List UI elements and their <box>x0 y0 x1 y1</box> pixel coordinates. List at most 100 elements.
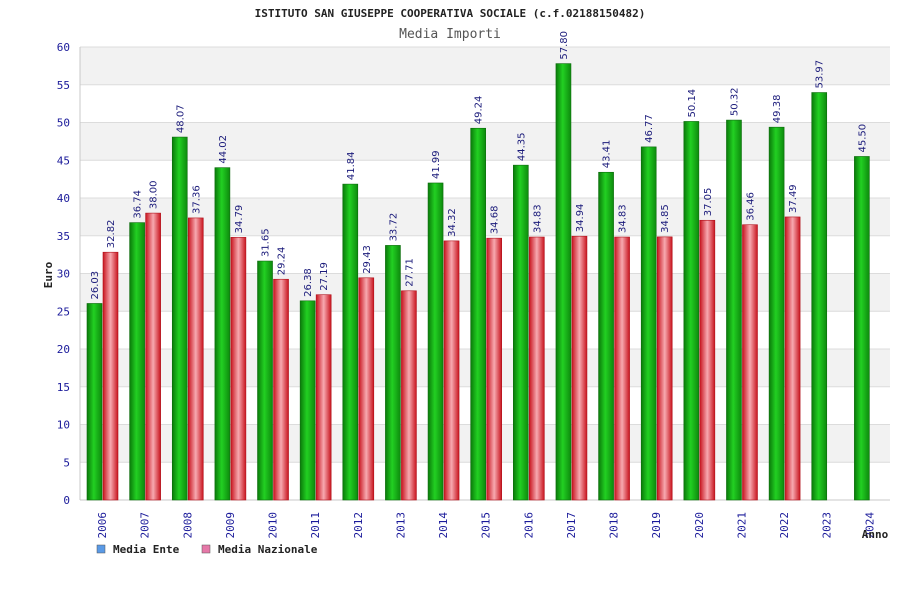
bar-media-nazionale <box>443 240 460 501</box>
y-tick-label: 35 <box>57 230 70 243</box>
bar-media-ente <box>854 156 870 501</box>
bar-media-ente <box>427 182 444 501</box>
data-label-media-ente: 46.77 <box>644 114 655 143</box>
x-axis-ticks: 2006 2007 2008 2009 2010 2011 2012 2013 2014 2015… <box>96 512 876 539</box>
x-tick-label: 2023 <box>821 512 834 539</box>
y-axis-label: Euro <box>42 261 55 288</box>
bar-media-ente <box>342 183 359 501</box>
data-label-media-nazionale: 34.83 <box>618 204 629 233</box>
x-tick-label: 2021 <box>735 512 748 539</box>
data-label-media-nazionale: 34.85 <box>660 204 671 233</box>
data-label-media-nazionale: 37.05 <box>703 188 714 217</box>
data-label-media-ente: 50.32 <box>729 87 740 116</box>
bar-media-nazionale <box>273 278 289 501</box>
x-tick-label: 2010 <box>267 512 280 539</box>
x-tick-label: 2020 <box>693 512 706 539</box>
legend-swatch <box>96 544 106 554</box>
y-tick-label: 15 <box>57 381 70 394</box>
data-label-media-ente: 49.24 <box>474 96 485 125</box>
legend-label: Media Nazionale <box>218 543 318 556</box>
data-label-media-ente: 53.97 <box>815 60 826 89</box>
x-tick-label: 2019 <box>650 512 663 539</box>
bar-media-ente <box>257 260 273 501</box>
bars: 26.03 32.82 36.74 38.00 48.07 37.36 44.02 34.79… <box>86 31 870 501</box>
x-tick-label: 2017 <box>565 512 578 539</box>
x-tick-label: 2013 <box>394 512 407 539</box>
bar-media-nazionale <box>401 290 417 501</box>
data-label-media-ente: 26.03 <box>90 271 101 300</box>
data-label-media-nazionale: 34.68 <box>490 206 501 235</box>
bar-media-ente <box>129 222 145 501</box>
chart-title: ISTITUTO SAN GIUSEPPE COOPERATIVA SOCIAL… <box>255 7 646 20</box>
y-tick-label: 60 <box>57 41 70 54</box>
data-label-media-nazionale: 27.71 <box>404 258 415 287</box>
bar-media-nazionale <box>230 237 247 501</box>
legend: Media Ente Media Nazionale <box>96 543 318 556</box>
bar-media-nazionale <box>315 294 332 501</box>
legend-label: Media Ente <box>113 543 180 556</box>
x-tick-label: 2024 <box>863 512 876 539</box>
bar-media-ente <box>299 300 316 501</box>
data-label-media-ente: 44.35 <box>516 133 527 162</box>
y-tick-label: 40 <box>57 192 70 205</box>
y-tick-label: 20 <box>57 343 70 356</box>
bar-media-nazionale <box>102 251 119 501</box>
x-axis-label: Anno <box>862 528 889 541</box>
y-tick-label: 25 <box>57 305 70 318</box>
data-label-media-ente: 45.50 <box>857 124 868 153</box>
y-tick-label: 10 <box>57 419 70 432</box>
data-label-media-ente: 26.38 <box>303 268 314 297</box>
data-label-media-nazionale: 37.49 <box>788 184 799 213</box>
x-tick-label: 2007 <box>139 512 152 539</box>
data-label-media-ente: 57.80 <box>559 31 570 60</box>
x-tick-label: 2012 <box>352 512 365 539</box>
data-label-media-ente: 31.65 <box>261 228 272 257</box>
bar-media-ente <box>598 171 614 501</box>
bar-media-ente <box>513 164 529 501</box>
bar-media-nazionale <box>486 237 502 501</box>
bar-media-nazionale <box>571 235 588 501</box>
data-label-media-ente: 49.38 <box>772 95 783 124</box>
y-tick-label: 45 <box>57 154 70 167</box>
grid-band <box>80 47 890 85</box>
data-label-media-nazionale: 34.79 <box>234 205 245 234</box>
chart-subtitle: Media Importi <box>399 27 501 42</box>
bar-media-nazionale <box>358 277 375 501</box>
y-axis-ticks: 0 5 10 15 20 25 30 35 40 45 50 55 60 <box>57 41 70 507</box>
bar-media-ente <box>640 146 657 501</box>
bar-media-nazionale <box>742 224 758 501</box>
bar-media-ente <box>214 167 231 501</box>
y-tick-label: 5 <box>63 456 70 469</box>
bar-media-ente <box>726 119 742 501</box>
bar-media-ente <box>86 303 103 501</box>
data-label-media-ente: 41.84 <box>346 151 357 180</box>
bar-media-ente <box>768 126 785 501</box>
y-tick-label: 55 <box>57 79 70 92</box>
bar-media-nazionale <box>784 216 801 501</box>
x-tick-label: 2006 <box>96 512 109 539</box>
data-label-media-nazionale: 34.32 <box>447 208 458 237</box>
bar-media-nazionale <box>529 236 545 501</box>
data-label-media-nazionale: 29.24 <box>277 247 288 276</box>
bar-media-ente <box>683 121 700 501</box>
bar-media-nazionale <box>656 236 673 501</box>
data-label-media-ente: 43.41 <box>602 140 613 169</box>
data-label-media-nazionale: 29.43 <box>362 245 373 274</box>
bar-media-ente <box>171 136 188 501</box>
data-label-media-nazionale: 34.94 <box>575 204 586 233</box>
data-label-media-nazionale: 34.83 <box>532 204 543 233</box>
bar-media-nazionale <box>614 236 630 501</box>
data-label-media-ente: 48.07 <box>175 104 186 133</box>
data-label-media-ente: 50.14 <box>687 89 698 118</box>
data-label-media-nazionale: 36.46 <box>745 192 756 221</box>
data-label-media-ente: 36.74 <box>133 190 144 219</box>
data-label-media-nazionale: 38.00 <box>149 180 160 209</box>
x-tick-label: 2008 <box>181 512 194 539</box>
x-tick-label: 2015 <box>480 512 493 539</box>
bar-media-ente <box>811 92 828 501</box>
bar-media-nazionale <box>699 219 716 501</box>
x-tick-label: 2009 <box>224 512 237 539</box>
data-label-media-nazionale: 27.19 <box>319 262 330 291</box>
data-label-media-nazionale: 32.82 <box>106 220 117 249</box>
